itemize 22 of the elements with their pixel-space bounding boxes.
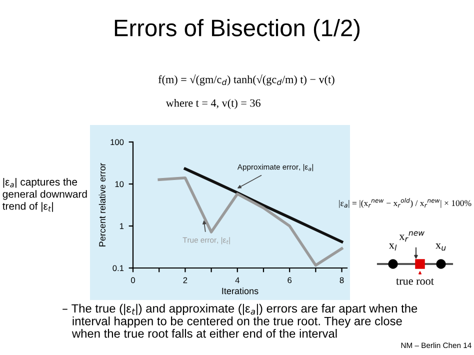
text: true root <box>396 278 434 285</box>
text: f(m) = √(gm/c$_{d}$) tanh(√(gc$_{d}$/m) t) − v(t) <box>158 74 334 86</box>
y-tick-label: 0.1 <box>112 265 124 272</box>
y-tick-label: 10 <box>115 181 124 188</box>
y-tick-label: 1 <box>120 223 124 230</box>
text: |ε$_{a}$| captures the general downward trend of |ε$_{t}$| <box>2 178 87 212</box>
x-tick-label: 0 <box>131 277 135 284</box>
line-series <box>158 176 344 267</box>
y-tick-label: 100 <box>110 139 124 146</box>
chart-title: Errors of Bisection (1/2) <box>114 18 360 41</box>
x-tick-label: 6 <box>288 277 292 284</box>
y-axis-title: Percent relative error <box>98 163 106 246</box>
text: |ε$_{a}$| = |(x$_{r}$$^{new}$ − x$_{r}$$^{old}$) / x$_{r}$$^{new}$| × 100% <box>339 198 472 208</box>
x-axis-title: Iterations <box>222 288 258 294</box>
text: x$_{l}$ <box>388 244 397 250</box>
text: x$_{u}$ <box>436 244 446 251</box>
x-tick-label: 2 <box>183 277 188 284</box>
x-tick-label: 4 <box>235 277 240 284</box>
x-tick-label: 8 <box>340 277 344 284</box>
text: x$_{r}$$^{new}$ <box>399 231 425 242</box>
text: where t = 4, v(t) = 36 <box>166 98 260 110</box>
text: – The true (|ε$_{t}$|) and approximate (|ε$_{a}$|) errors are far apart when the interval happen to be centered on the true root. They are close when the true root falls at either end of the interval <box>62 304 418 338</box>
